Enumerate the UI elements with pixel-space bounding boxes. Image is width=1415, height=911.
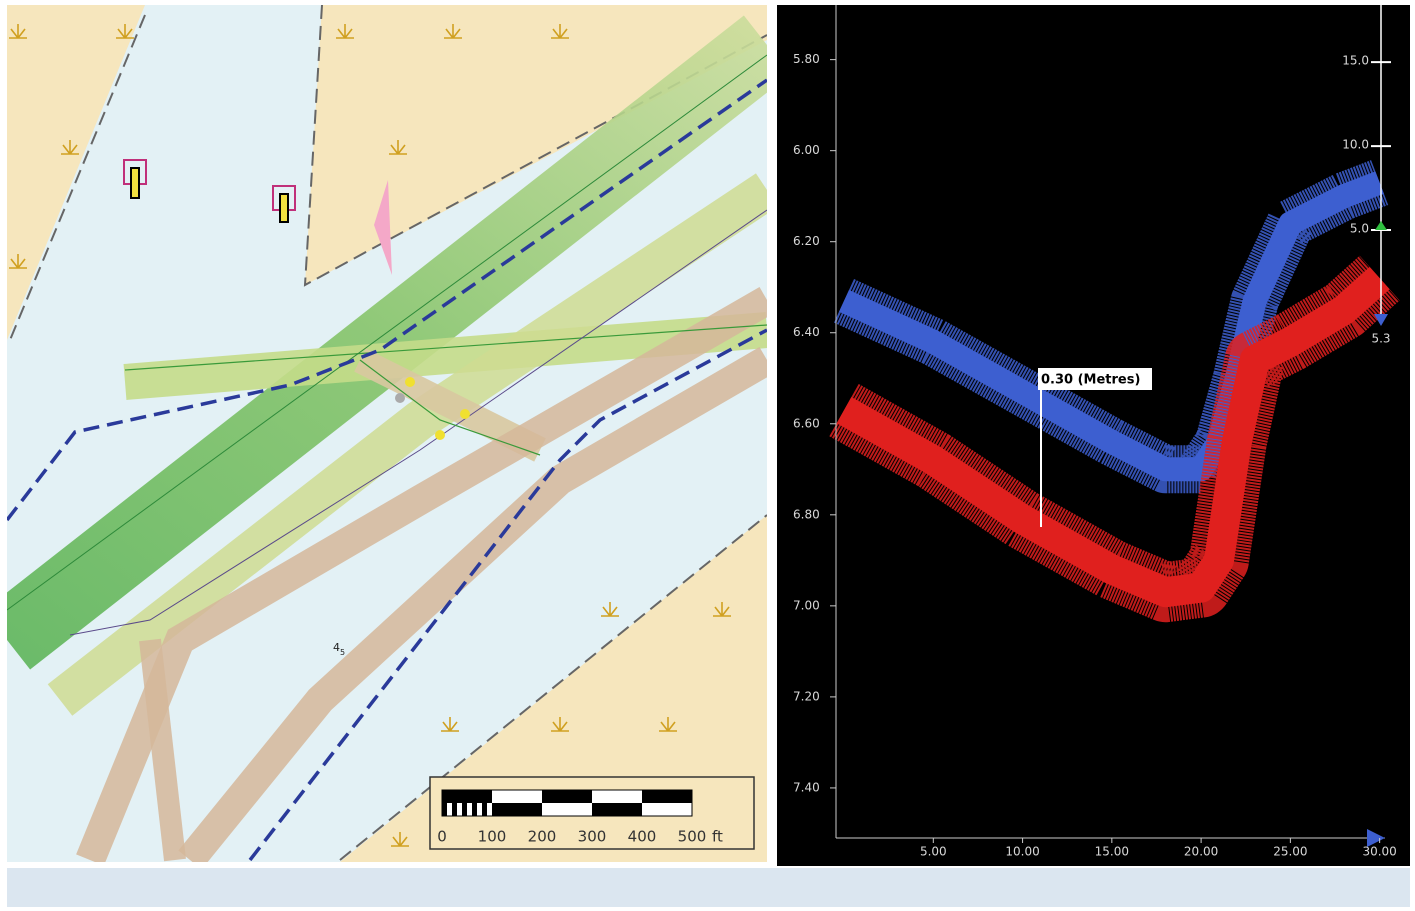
x-tick-label: 10.00 [1005, 845, 1039, 859]
scale-label: 500 [678, 828, 707, 846]
x-tick-label: 30.00 [1362, 845, 1396, 859]
x-tick-label: 20.00 [1184, 845, 1218, 859]
scale-cell [642, 790, 692, 803]
scale-cell [467, 790, 472, 803]
cursor-value: 5.3 [1371, 332, 1390, 346]
scale-cell [482, 803, 487, 816]
scale-cell [472, 803, 477, 816]
scale-cell [477, 790, 482, 803]
scale-cell [447, 790, 452, 803]
y-tick-label: 7.40 [793, 780, 820, 794]
marker [435, 430, 445, 440]
y2-tick-label: 10.0 [1342, 138, 1369, 152]
y-tick-label: 7.00 [793, 598, 820, 612]
x-tick-label: 15.00 [1095, 845, 1129, 859]
buoy [280, 194, 288, 222]
y-tick-label: 6.00 [793, 143, 820, 157]
sounding-depth: 4 [333, 641, 340, 654]
scale-cell [457, 790, 462, 803]
scale-labels: 0 100 200 300 400 500 ft [437, 828, 723, 846]
scale-cell [487, 790, 492, 803]
x-tick-label: 5.00 [920, 845, 947, 859]
x-tick-label: 25.00 [1273, 845, 1307, 859]
y-tick-label: 6.40 [793, 325, 820, 339]
scale-cell [442, 803, 447, 816]
scale-label: 200 [528, 828, 557, 846]
scale-cell [542, 790, 592, 803]
scale-cell [592, 803, 642, 816]
scale-label: 300 [578, 828, 607, 846]
screen: 45 0 100 200 300 400 500 ft 5.80 6.00 6.20 6.40 6.… [0, 0, 1415, 907]
status-bar [7, 868, 1410, 907]
page: {"map": {"scale_bar": {"labels": ["0", "… [0, 0, 1415, 907]
y-tick-label: 6.60 [793, 416, 820, 430]
scale-cell [492, 803, 542, 816]
scale-label: 100 [478, 828, 507, 846]
scale-label: 400 [628, 828, 657, 846]
buoy [131, 168, 139, 198]
y-tick-label: 6.80 [793, 507, 820, 521]
y-tick-label: 7.20 [793, 689, 820, 703]
y2-tick-label: 15.0 [1342, 54, 1369, 68]
marker [395, 393, 405, 403]
scale-bar: 0 100 200 300 400 500 ft [430, 777, 754, 849]
y-tick-label: 5.80 [793, 52, 820, 66]
annotation: 0.30 (Metres) [1041, 373, 1140, 388]
marker [460, 409, 470, 419]
y-tick-label: 6.20 [793, 234, 820, 248]
sounding-sub: 5 [340, 648, 345, 657]
scale-cell [452, 803, 457, 816]
map-panel: 45 0 100 200 300 400 500 ft [7, 5, 767, 862]
y2-tick-label: 5.0 [1350, 222, 1369, 236]
scale-unit: ft [712, 828, 723, 846]
marker [405, 377, 415, 387]
scale-label: 0 [437, 828, 447, 846]
scale-cell [462, 803, 467, 816]
